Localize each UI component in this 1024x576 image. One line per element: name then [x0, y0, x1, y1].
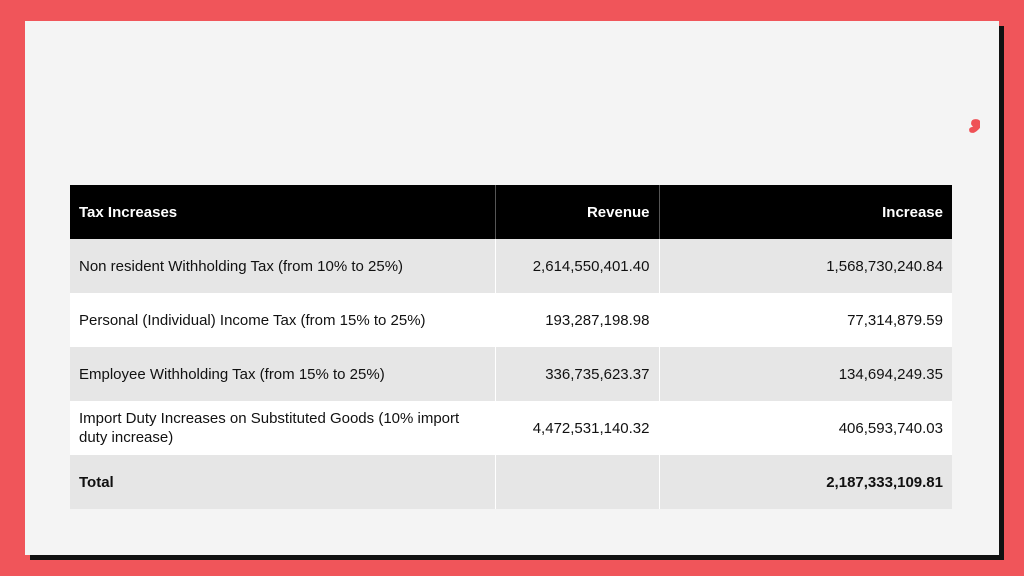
row-name: Import Duty Increases on Substituted Goo… [70, 401, 496, 455]
row-name: Employee Withholding Tax (from 15% to 25… [70, 347, 496, 401]
row-name: Non resident Withholding Tax (from 10% t… [70, 239, 496, 293]
row-revenue: 336,735,623.37 [495, 347, 660, 401]
row-increase: 77,314,879.59 [659, 293, 952, 347]
row-revenue: 2,614,550,401.40 [495, 239, 660, 293]
header-increase: Increase [659, 185, 952, 239]
row-revenue: 193,287,198.98 [495, 293, 660, 347]
header-revenue: Revenue [495, 185, 660, 239]
row-revenue: 4,472,531,140.32 [495, 401, 660, 455]
row-increase: 134,694,249.35 [659, 347, 952, 401]
table-row: Personal (Individual) Income Tax (from 1… [70, 293, 952, 347]
table-row: Employee Withholding Tax (from 15% to 25… [70, 347, 952, 401]
total-revenue [495, 455, 660, 509]
total-row: Total 2,187,333,109.81 [70, 455, 952, 509]
dhivehi-logo: ޓެކްސް [969, 87, 980, 155]
slide-card: ޓެކްސް Tax Increases Revenue Increase No… [25, 21, 999, 555]
total-label: Total [70, 455, 496, 509]
tax-table: Tax Increases Revenue Increase Non resid… [70, 185, 952, 509]
row-name: Personal (Individual) Income Tax (from 1… [70, 293, 496, 347]
row-increase: 1,568,730,240.84 [659, 239, 952, 293]
header-tax-increases: Tax Increases [70, 185, 496, 239]
row-increase: 406,593,740.03 [659, 401, 952, 455]
total-increase: 2,187,333,109.81 [659, 455, 952, 509]
table-header-row: Tax Increases Revenue Increase [70, 185, 952, 239]
logo-text: ޓެކްސް [969, 87, 980, 155]
table-row: Import Duty Increases on Substituted Goo… [70, 401, 952, 455]
table-row: Non resident Withholding Tax (from 10% t… [70, 239, 952, 293]
